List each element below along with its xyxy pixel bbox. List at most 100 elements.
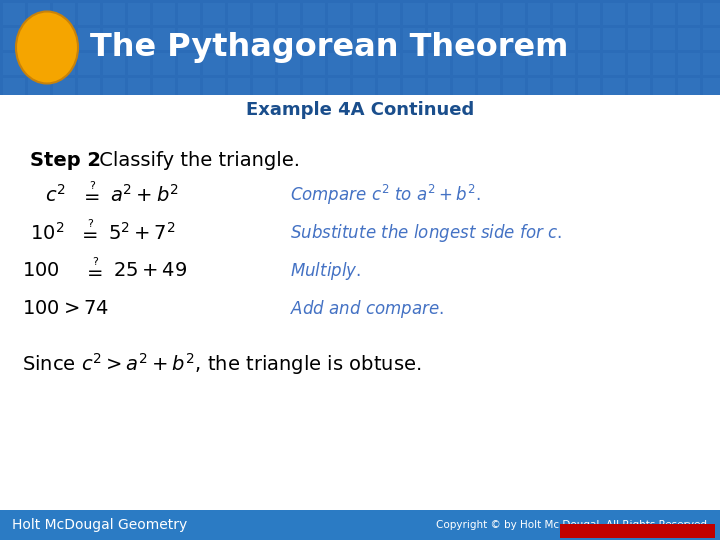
Bar (103, 53, 125, 75)
Bar (0, 0, 720, 95)
Bar (3, 53, 25, 75)
Bar (653, 3, 675, 25)
Bar (628, 3, 650, 25)
Bar (128, 78, 150, 100)
Text: ?: ? (89, 181, 95, 191)
Bar (178, 53, 200, 75)
Text: ?: ? (92, 257, 98, 267)
Bar (703, 78, 720, 100)
Text: $100$: $100$ (22, 261, 60, 280)
Bar (428, 53, 450, 75)
Text: Example 4A Continued: Example 4A Continued (246, 101, 474, 119)
Bar (0, 510, 720, 540)
Bar (603, 53, 625, 75)
Bar (128, 3, 150, 25)
Bar (228, 53, 250, 75)
Bar (103, 28, 125, 50)
Bar (78, 53, 100, 75)
Bar (253, 3, 275, 25)
Text: Classify the triangle.: Classify the triangle. (93, 151, 300, 170)
Text: $a^{2} + b^{2}$: $a^{2} + b^{2}$ (110, 184, 179, 206)
Bar (178, 78, 200, 100)
Bar (0, 95, 720, 125)
Bar (378, 3, 400, 25)
Bar (503, 78, 525, 100)
Bar (528, 28, 550, 50)
Bar (703, 3, 720, 25)
Bar (478, 28, 500, 50)
Bar (553, 78, 575, 100)
Text: $25 + 49$: $25 + 49$ (113, 261, 187, 280)
Bar (453, 78, 475, 100)
Bar (553, 53, 575, 75)
Bar (353, 78, 375, 100)
Bar (178, 28, 200, 50)
Text: Since $c^{2} > a^{2} + b^{2}$, the triangle is obtuse.: Since $c^{2} > a^{2} + b^{2}$, the trian… (22, 351, 421, 377)
Bar (303, 53, 325, 75)
Bar (203, 78, 225, 100)
Text: $10^{2}$: $10^{2}$ (30, 222, 64, 244)
Bar (560, 524, 715, 538)
Bar (403, 78, 425, 100)
Bar (703, 53, 720, 75)
Bar (428, 78, 450, 100)
Bar (703, 28, 720, 50)
Bar (228, 3, 250, 25)
Bar (628, 53, 650, 75)
Bar (278, 53, 300, 75)
Bar (578, 3, 600, 25)
Ellipse shape (16, 11, 78, 84)
Text: ?: ? (87, 219, 93, 229)
Bar (503, 28, 525, 50)
Bar (453, 3, 475, 25)
Bar (128, 28, 150, 50)
Text: $100 > 74$: $100 > 74$ (22, 300, 109, 319)
Bar (328, 78, 350, 100)
Bar (528, 53, 550, 75)
Bar (328, 3, 350, 25)
Text: =: = (86, 264, 103, 282)
Bar (103, 78, 125, 100)
Bar (3, 28, 25, 50)
Bar (378, 28, 400, 50)
Text: $\mathit{Substitute\ the\ longest\ side\ for\ c.}$: $\mathit{Substitute\ the\ longest\ side\… (290, 222, 562, 244)
Bar (478, 53, 500, 75)
Bar (3, 78, 25, 100)
Bar (603, 78, 625, 100)
Bar (28, 3, 50, 25)
Bar (253, 78, 275, 100)
Bar (53, 3, 75, 25)
Text: Copyright © by Holt Mc Dougal. All Rights Reserved.: Copyright © by Holt Mc Dougal. All Right… (436, 520, 710, 530)
Bar (403, 3, 425, 25)
Bar (253, 53, 275, 75)
Bar (428, 3, 450, 25)
Bar (203, 53, 225, 75)
Bar (28, 78, 50, 100)
Bar (303, 78, 325, 100)
Text: =: = (84, 187, 100, 206)
Bar (353, 3, 375, 25)
Bar (603, 3, 625, 25)
Bar (278, 78, 300, 100)
Bar (678, 78, 700, 100)
Text: Step 2: Step 2 (30, 151, 101, 170)
Bar (553, 3, 575, 25)
Bar (203, 28, 225, 50)
Bar (153, 28, 175, 50)
Bar (303, 28, 325, 50)
Bar (678, 3, 700, 25)
Bar (153, 78, 175, 100)
Bar (28, 28, 50, 50)
Bar (203, 3, 225, 25)
Bar (103, 3, 125, 25)
Bar (78, 28, 100, 50)
Text: $5^{2} + 7^{2}$: $5^{2} + 7^{2}$ (108, 222, 176, 244)
Bar (528, 3, 550, 25)
Bar (653, 28, 675, 50)
Bar (128, 53, 150, 75)
Bar (178, 3, 200, 25)
Bar (328, 28, 350, 50)
Bar (78, 78, 100, 100)
Bar (228, 78, 250, 100)
Bar (453, 53, 475, 75)
